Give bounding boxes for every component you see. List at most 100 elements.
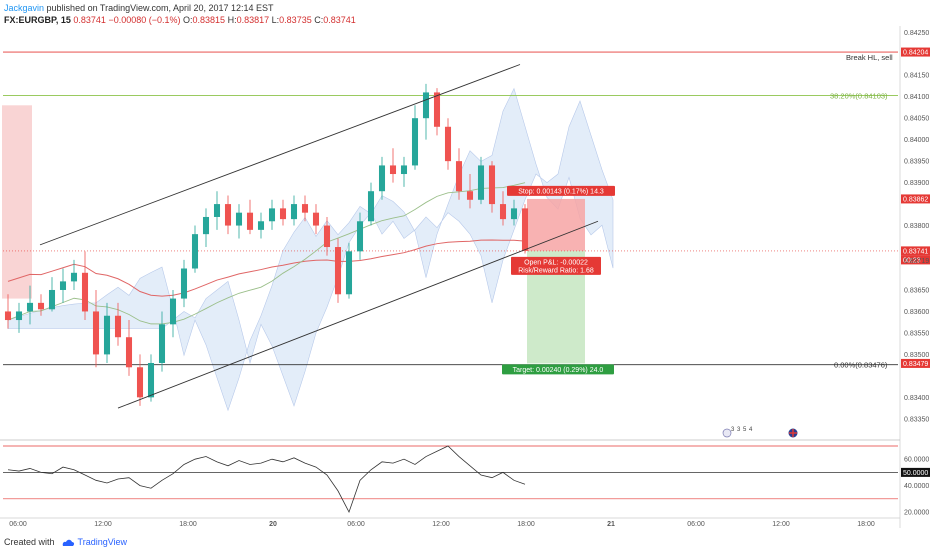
price-tick-label: 0.83800 [904, 223, 929, 230]
candle-body [389, 165, 397, 175]
fib-38-label: 38.20%(0.84103) [830, 91, 888, 100]
price-tick-label: 0.83719 [904, 258, 929, 265]
rsi-tick-label: 60.0000 [904, 457, 929, 464]
moving-averages [7, 182, 526, 325]
candle-body [312, 212, 320, 226]
price-tick-label: 0.83350 [904, 416, 929, 423]
target-label-text: Target: 0.00240 (0.29%) 24.0 [513, 367, 604, 374]
candle [37, 294, 45, 316]
stop-loss-zone [527, 198, 585, 251]
rsi-line [7, 445, 526, 514]
price-tick-label: 0.84150 [904, 73, 929, 80]
close-label: C: [314, 15, 324, 25]
time-tick-label: 06:00 [687, 521, 705, 528]
price-tick-label: 0.83900 [904, 180, 929, 187]
candle-body [367, 191, 375, 222]
rsi-tag-label: 50.0000 [903, 470, 928, 477]
candle [466, 174, 474, 209]
candle-body [510, 208, 518, 220]
target-label-bg [502, 364, 614, 375]
candle-body [180, 268, 188, 299]
candle [15, 302, 23, 333]
pnl-label-bg [511, 256, 601, 275]
price-tick-label: 0.84050 [904, 116, 929, 123]
price-tag-label: 0.83862 [903, 196, 928, 203]
candle [499, 191, 507, 226]
channel-lower-line[interactable] [117, 220, 599, 409]
candle-body [59, 281, 67, 290]
time-tick-label: 06:00 [347, 521, 365, 528]
position-zones [527, 198, 585, 364]
candle [323, 216, 331, 256]
price-axis[interactable]: 0.84250 0.84204 0.84150 0.84100 0.84050 0.840… [899, 26, 930, 528]
tradingview-brand[interactable]: TradingView [61, 537, 128, 547]
close-value: 0.83741 [323, 15, 356, 25]
candle [257, 212, 265, 239]
candle [235, 204, 243, 239]
price-tick-label: 0.84100 [904, 94, 929, 101]
candle-body [257, 221, 265, 230]
rsi-tick-label: 40.0000 [904, 483, 929, 490]
candle [92, 289, 100, 368]
break-hl-label: Break HL, sell [846, 53, 893, 62]
candle [301, 195, 309, 222]
price-tick-label: 0.83650 [904, 287, 929, 294]
time-axis[interactable]: 06:00 12:00 18:00 20 06:00 12:00 18:00 21 06:00 1… [0, 517, 900, 528]
candle [312, 204, 320, 235]
price-tag-bg [901, 255, 930, 265]
chart-annotations: Break HL, sell 38.20%(0.84103) 0.00%(0.834… [502, 53, 893, 375]
main-pane-bg [0, 26, 900, 438]
candle [213, 191, 221, 230]
price-tick-label: 0.83550 [904, 330, 929, 337]
candle-body [202, 216, 210, 235]
time-tick-label: 12:00 [772, 521, 790, 528]
stop-label-bg [507, 185, 615, 196]
candle [59, 268, 67, 303]
candle-body [466, 191, 474, 200]
candle [147, 354, 155, 402]
candle [70, 259, 78, 290]
candle-body [477, 165, 485, 200]
price-tick-label: 0.84000 [904, 137, 929, 144]
open-label: O: [183, 15, 193, 25]
candle-body [290, 204, 298, 220]
candle [389, 148, 397, 183]
author-link[interactable]: Jackgavin [4, 3, 45, 13]
trend-channel[interactable] [39, 64, 599, 409]
candle [224, 195, 232, 235]
candle-body [356, 221, 364, 252]
candle-body [444, 126, 452, 162]
candle [246, 199, 254, 235]
symbol-label: FX:EURGBP, 15 [4, 15, 71, 25]
candle [136, 354, 144, 406]
ma-slow-line [7, 239, 526, 297]
channel-upper-line[interactable] [39, 64, 521, 246]
horizontal-lines [3, 51, 898, 366]
candle [169, 289, 177, 338]
pnl-label-text: Open P&L: -0.00022 [524, 259, 588, 266]
last-price: 0.83741 [73, 15, 106, 25]
candle-body [213, 204, 221, 217]
rsi-pane: 60.0000 50.0000 40.0000 20.0000 [0, 439, 930, 517]
price-tag-bg [901, 47, 930, 57]
candle [81, 251, 89, 321]
economic-event-icon[interactable] [722, 428, 732, 438]
candle-body [323, 225, 331, 248]
candle-body [235, 212, 243, 226]
stop-label: Stop: 0.00143 (0.17%) 14.3 [507, 185, 615, 196]
price-tick-label: 0.83950 [904, 159, 929, 166]
candle-body [169, 298, 177, 325]
uk-flag-icon[interactable] [788, 428, 798, 438]
candle-body [301, 204, 309, 213]
open-value: 0.83815 [192, 15, 226, 25]
created-with-text: Created with [4, 537, 55, 547]
brand-label: TradingView [77, 537, 128, 547]
candle [411, 105, 419, 170]
candle [180, 259, 188, 308]
footer: Created with TradingView [4, 537, 127, 547]
candle [521, 204, 529, 254]
candle [114, 302, 122, 346]
